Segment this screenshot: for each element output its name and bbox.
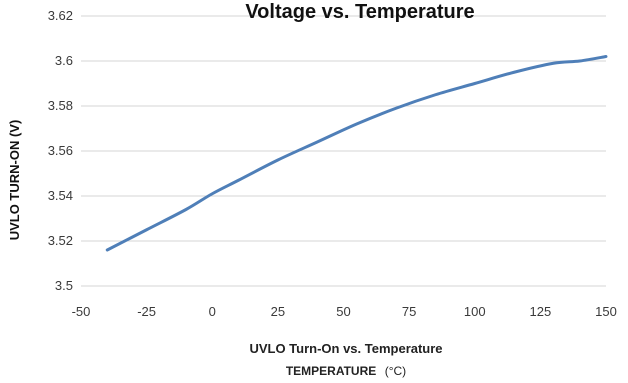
series-line [105, 55, 608, 252]
x-tick-label: 75 [402, 304, 416, 319]
y-tick-label: 3.56 [48, 143, 73, 158]
x-tick-label: -25 [137, 304, 156, 319]
chart-title: Voltage vs. Temperature [245, 1, 474, 23]
series-group [105, 55, 608, 252]
x-axis-label: TEMPERATURE (°C) [286, 362, 406, 379]
x-tick-labels: -50 -25 0 25 50 75 100 125 150 [72, 304, 617, 319]
x-tick-label: 50 [336, 304, 350, 319]
x-tick-label: 0 [209, 304, 216, 319]
y-tick-label: 3.5 [55, 278, 73, 293]
x-tick-label: 150 [595, 304, 617, 319]
y-tick-label: 3.6 [55, 53, 73, 68]
x-tick-label: 25 [271, 304, 285, 319]
x-axis-label-unit: (°C) [385, 364, 406, 378]
y-tick-label: 3.54 [48, 188, 73, 203]
y-tick-label: 3.52 [48, 233, 73, 248]
y-tick-label: 3.58 [48, 98, 73, 113]
x-tick-label: -50 [72, 304, 91, 319]
gridlines [81, 15, 606, 287]
x-tick-label: 100 [464, 304, 486, 319]
chart-caption: UVLO Turn-On vs. Temperature [249, 341, 442, 356]
y-tick-labels: 3.5 3.52 3.54 3.56 3.58 3.6 3.62 [48, 8, 73, 293]
y-axis-label: UVLO TURN-ON (V) [7, 120, 22, 241]
x-axis-label-main: TEMPERATURE [286, 364, 376, 378]
x-tick-label: 125 [530, 304, 552, 319]
y-tick-label: 3.62 [48, 8, 73, 23]
